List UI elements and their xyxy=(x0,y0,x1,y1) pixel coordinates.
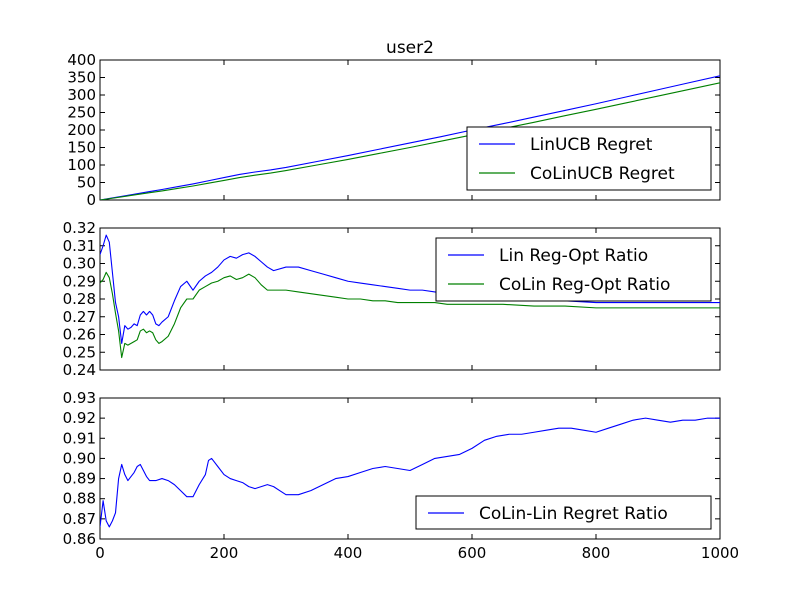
panel-colin-lin-ratio: 0.86 0.87 0.88 0.89 0.90 0.91 0.92 0.93 0 200 400 6… xyxy=(63,389,740,562)
legend-label: CoLinUCB Regret xyxy=(530,164,675,184)
x-tick-label: 800 xyxy=(582,544,611,562)
x-tick-label: 1000 xyxy=(701,544,739,562)
panel-reg-opt-ratio: 0.240.250.260.270.280.290.300.310.32 Lin … xyxy=(63,219,721,379)
y-tick-label: 0 xyxy=(86,191,96,209)
y-tick-label: 0.26 xyxy=(63,326,96,344)
series-line-0-0 xyxy=(100,75,720,200)
y-tick-label: 0.27 xyxy=(63,308,96,326)
y-tick-label: 400 xyxy=(67,51,96,69)
y-tick-label: 0.31 xyxy=(63,237,96,255)
legend: CoLin-Lin Regret Ratio xyxy=(415,495,712,530)
chart-title: user2 xyxy=(386,38,434,58)
x-tick-label: 0 xyxy=(95,544,105,562)
y-tick-label: 0.24 xyxy=(63,361,96,379)
series-line-2-0 xyxy=(100,417,720,528)
legend-box xyxy=(435,237,712,302)
y-tick-label: 0.92 xyxy=(63,409,96,427)
y-tick-label: 250 xyxy=(67,104,96,122)
legend: LinUCB Regret CoLinUCB Regret xyxy=(466,126,712,191)
y-tick-label: 100 xyxy=(67,156,96,174)
x-tick-label: 200 xyxy=(210,544,239,562)
y-tick-label: 0.86 xyxy=(63,530,96,548)
series-line-1-1 xyxy=(100,271,720,359)
y-tick-label: 200 xyxy=(67,121,96,139)
legend: Lin Reg-Opt Ratio CoLin Reg-Opt Ratio xyxy=(435,237,712,302)
legend-label: LinUCB Regret xyxy=(530,135,653,155)
x-tick-label: 600 xyxy=(458,544,487,562)
y-tick-label: 0.87 xyxy=(63,510,96,528)
y-tick-label: 350 xyxy=(67,69,96,87)
y-tick-label: 150 xyxy=(67,139,96,157)
y-tick-label: 0.93 xyxy=(63,389,96,407)
y-tick-label: 0.29 xyxy=(63,272,96,290)
y-tick-label: 0.89 xyxy=(63,470,96,488)
y-tick-label: 0.88 xyxy=(63,490,96,508)
x-tick-label: 400 xyxy=(334,544,363,562)
series-line-0-1 xyxy=(100,82,720,200)
legend-box xyxy=(466,126,712,191)
legend-box xyxy=(415,495,712,530)
legend-label: CoLin-Lin Regret Ratio xyxy=(479,504,668,524)
y-tick-label: 0.30 xyxy=(63,255,96,273)
y-tick-label: 0.28 xyxy=(63,290,96,308)
y-tick-label: 0.90 xyxy=(63,449,96,467)
y-tick-label: 300 xyxy=(67,86,96,104)
y-tick-label: 0.32 xyxy=(63,219,96,237)
y-tick-label: 0.91 xyxy=(63,429,96,447)
legend-label: Lin Reg-Opt Ratio xyxy=(499,246,648,266)
legend-label: CoLin Reg-Opt Ratio xyxy=(499,275,670,295)
y-tick-label: 50 xyxy=(77,174,96,192)
y-tick-label: 0.25 xyxy=(63,343,96,361)
